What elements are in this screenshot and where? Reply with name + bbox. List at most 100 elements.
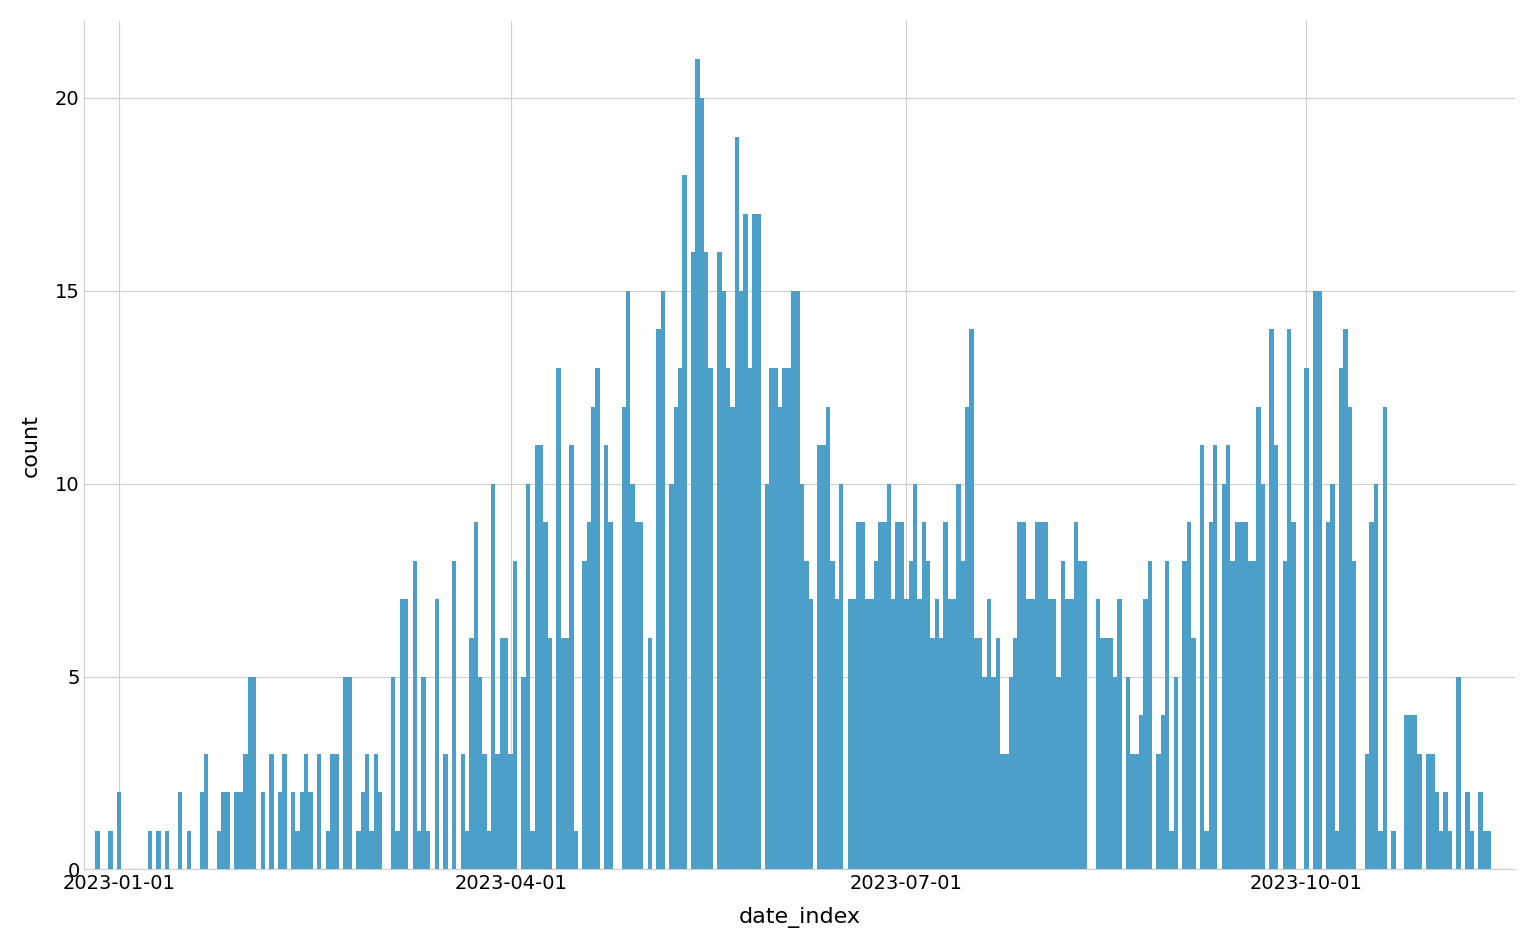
Bar [1313, 290, 1318, 869]
Bar [1017, 522, 1021, 869]
Bar [608, 522, 613, 869]
Bar [452, 561, 456, 869]
Bar [413, 561, 418, 869]
Bar [1335, 830, 1339, 869]
Bar [808, 600, 813, 869]
Bar [522, 677, 525, 869]
Bar [535, 445, 539, 869]
Bar [1031, 600, 1035, 869]
Bar [373, 754, 378, 869]
Bar [465, 830, 470, 869]
Bar [708, 368, 713, 869]
Bar [1344, 329, 1347, 869]
Bar [1012, 638, 1017, 869]
Bar [60, 830, 65, 869]
Bar [330, 754, 335, 869]
Bar [399, 600, 404, 869]
Bar [922, 522, 926, 869]
Bar [1456, 677, 1461, 869]
Bar [1069, 600, 1074, 869]
Bar [934, 600, 938, 869]
Bar [247, 677, 252, 869]
Bar [1347, 406, 1352, 869]
Bar [366, 754, 369, 869]
Bar [269, 754, 273, 869]
Bar [943, 522, 948, 869]
Bar [879, 522, 883, 869]
Bar [347, 677, 352, 869]
Bar [496, 754, 499, 869]
Bar [770, 368, 774, 869]
Bar [1339, 368, 1344, 869]
Bar [639, 522, 644, 869]
Bar [1378, 830, 1382, 869]
Bar [917, 600, 922, 869]
Bar [290, 792, 295, 869]
Bar [499, 638, 504, 869]
Bar [548, 638, 551, 869]
Bar [444, 754, 447, 869]
Bar [309, 792, 313, 869]
Bar [1095, 600, 1100, 869]
Bar [765, 484, 770, 869]
Bar [304, 754, 309, 869]
Bar [461, 754, 465, 869]
Bar [625, 290, 630, 869]
Bar [1413, 716, 1418, 869]
Bar [817, 445, 822, 869]
Bar [1352, 561, 1356, 869]
Bar [722, 290, 727, 869]
Bar [1135, 754, 1140, 869]
Bar [504, 638, 508, 869]
Bar [1373, 484, 1378, 869]
Bar [1392, 830, 1396, 869]
Bar [470, 638, 473, 869]
Bar [660, 290, 665, 869]
Bar [677, 368, 682, 869]
Bar [204, 754, 209, 869]
Bar [1230, 561, 1235, 869]
Bar [473, 522, 478, 869]
Bar [1043, 522, 1048, 869]
Bar [860, 522, 865, 869]
Bar [252, 677, 257, 869]
Bar [1435, 792, 1439, 869]
Bar [1326, 522, 1330, 869]
Bar [561, 638, 565, 869]
Bar [717, 252, 722, 869]
Bar [361, 792, 366, 869]
Bar [226, 792, 230, 869]
Bar [1292, 522, 1295, 869]
Bar [1104, 638, 1109, 869]
Bar [217, 830, 221, 869]
Bar [1478, 792, 1482, 869]
Bar [1465, 792, 1470, 869]
Bar [295, 830, 300, 869]
Bar [109, 830, 112, 869]
Bar [1052, 600, 1057, 869]
Bar [926, 561, 931, 869]
Bar [570, 445, 573, 869]
Bar [418, 830, 421, 869]
Bar [822, 445, 826, 869]
Bar [1192, 638, 1195, 869]
Bar [648, 638, 651, 869]
Bar [727, 368, 730, 869]
Bar [1209, 522, 1213, 869]
Bar [1221, 484, 1226, 869]
Bar [525, 484, 530, 869]
Bar [965, 406, 969, 869]
Bar [300, 792, 304, 869]
Bar [848, 600, 852, 869]
Bar [960, 561, 965, 869]
Bar [565, 638, 570, 869]
Bar [674, 406, 677, 869]
Bar [895, 522, 900, 869]
Bar [482, 754, 487, 869]
Bar [1304, 368, 1309, 869]
Bar [734, 137, 739, 869]
Bar [1174, 677, 1178, 869]
Bar [1287, 329, 1292, 869]
Bar [95, 830, 100, 869]
Bar [779, 406, 782, 869]
